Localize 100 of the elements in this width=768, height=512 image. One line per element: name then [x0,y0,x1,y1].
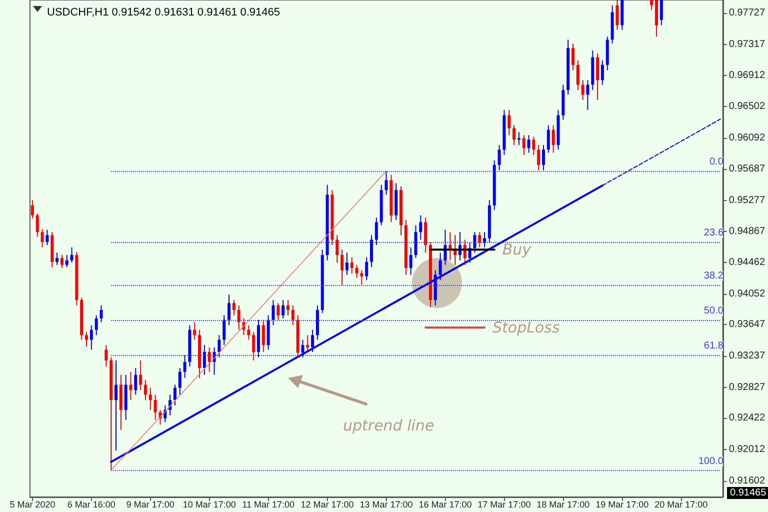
candlestick [134,367,138,396]
candlestick [483,232,486,248]
text: USDCHF,H1 0.91542 0.91631 0.91461 0.91465 [47,6,280,18]
candlestick [262,319,265,352]
candlestick [424,217,428,254]
candlestick [419,214,422,240]
y-tick-label: 0.97727 [728,8,766,19]
x-tick-label: 19 Mar 17:00 [596,500,649,510]
candlestick [144,380,147,401]
candlestick [202,344,206,376]
candlestick [336,234,339,264]
candlestick [178,367,182,396]
y-tick-label: 0.91602 [728,475,766,486]
candlestick [552,124,555,154]
candlestick [129,371,132,401]
annotation: 38.2 [704,270,724,282]
candlestick [65,254,68,268]
x-tick-label: 6 Mar 16:00 [67,500,116,510]
candlestick [282,300,285,319]
x-tick-label: 16 Mar 17:00 [418,500,472,510]
candlestick [370,234,374,268]
y-tick-label: 0.96912 [728,70,766,81]
candlestick [30,200,34,219]
candlestick [527,134,530,154]
candlestick [85,332,88,348]
candlestick [148,387,152,410]
candlestick [365,256,368,281]
y-tick-label: 0.92422 [728,412,766,424]
candlestick [586,80,590,110]
candlestick [291,304,294,326]
candlestick [409,246,412,276]
y-tick-label: 0.97317 [728,39,766,50]
candlestick [546,124,550,154]
x-tick-label: 10 Mar 17:00 [182,500,236,510]
annotation: 0.0 [709,156,724,168]
series-label: StopLoss [492,318,560,337]
y-tick-label: 0.94867 [728,226,766,238]
candlestick [340,249,344,286]
candlestick [272,300,275,326]
candlestick [40,228,44,248]
text: 0.91465 [730,488,767,498]
candlestick [532,136,536,156]
candlestick [581,80,584,101]
candlestick [46,229,49,246]
candlestick [512,124,516,146]
candlestick [56,252,59,266]
annotation: 100.0 [698,456,724,467]
candlestick [576,60,580,91]
candlestick [616,0,619,30]
candlestick [252,332,256,361]
y-tick-label: 0.92827 [728,382,766,393]
annotation: 61.8 [704,340,724,352]
x-tick-label: 18 Mar 17:00 [536,500,590,510]
candlestick [94,314,98,336]
candlestick [70,246,74,264]
candlestick [384,170,388,196]
candlestick [360,270,364,286]
candlestick [154,394,157,420]
candlestick [660,0,663,26]
x-tick-label: 13 Mar 17:00 [360,500,413,510]
candlestick [478,232,482,248]
annotation: 50.0 [704,305,724,316]
y-tick-label: 0.95277 [728,194,766,206]
y-tick-label: 0.96092 [728,132,766,144]
candlestick [650,0,654,10]
x-tick-label: 20 Mar 17:00 [654,500,708,510]
candlestick [228,294,231,326]
candlestick [355,264,358,278]
candlestick [114,360,118,451]
candlestick [276,302,280,320]
candlestick [508,109,511,136]
y-tick-label: 0.96502 [728,101,766,112]
candlestick [139,360,142,391]
candlestick [438,252,442,281]
candlestick [311,329,314,352]
candlestick [374,217,378,246]
candlestick [537,144,540,171]
candlestick [193,322,196,340]
candlestick [222,314,226,346]
candlestick [596,52,600,101]
candlestick [498,144,501,171]
candlestick [237,304,240,330]
candlestick [345,252,348,276]
candlestick [414,224,418,259]
candlestick [247,324,250,340]
candlestick [350,256,354,274]
x-tick-label: 5 Mar 2020 [10,500,56,510]
candlestick [301,339,304,358]
candlestick [60,254,64,268]
candlestick [183,354,186,378]
candlestick [90,324,93,350]
annotation: uptrend line [343,416,434,434]
candlestick [232,300,236,316]
annotation: 23.6 [704,228,724,239]
y-tick-label: 0.95687 [728,163,766,174]
x-tick-label: 17 Mar 17:00 [478,500,531,510]
candlestick [517,132,520,146]
candlestick [522,134,526,156]
candlestick [104,344,108,367]
series-label: Buy [502,240,532,259]
